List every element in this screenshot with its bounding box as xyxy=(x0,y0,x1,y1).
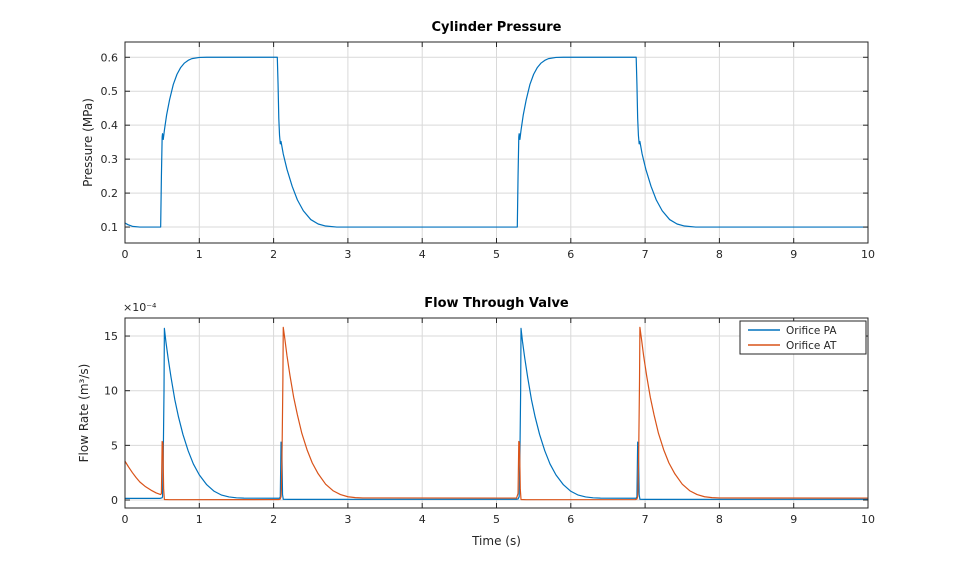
y-tick-label: 0.5 xyxy=(101,85,119,98)
x-tick-label: 5 xyxy=(493,513,500,526)
x-tick-label: 10 xyxy=(861,248,875,261)
x-tick-label: 2 xyxy=(270,248,277,261)
y-tick-label: 0.6 xyxy=(101,51,119,64)
x-tick-label: 0 xyxy=(122,513,129,526)
x-tick-label: 0 xyxy=(122,248,129,261)
x-tick-label: 5 xyxy=(493,248,500,261)
x-tick-label: 4 xyxy=(419,248,426,261)
x-axis-label: Time (s) xyxy=(471,534,521,548)
series-line-pressure xyxy=(124,56,869,228)
legend-box xyxy=(739,320,867,355)
x-tick-label: 1 xyxy=(196,248,203,261)
legend-entry-label: Orifice AT xyxy=(786,340,837,352)
legend-entry-label: Orifice PA xyxy=(786,325,837,337)
series-line-orifice-pa xyxy=(124,327,869,500)
x-tick-label: 1 xyxy=(196,513,203,526)
y-tick-label: 5 xyxy=(111,439,118,452)
y-tick-label: 0.1 xyxy=(101,221,119,234)
chart-title: Cylinder Pressure xyxy=(432,20,562,35)
series-line-orifice-at xyxy=(124,326,869,501)
x-tick-label: 4 xyxy=(419,513,426,526)
x-tick-label: 3 xyxy=(344,513,351,526)
x-tick-label: 6 xyxy=(567,248,574,261)
y-axis-multiplier: ×10⁻⁴ xyxy=(123,301,157,314)
y-tick-label: 0.3 xyxy=(101,153,119,166)
y-axis-label: Flow Rate (m³/s) xyxy=(77,364,91,463)
x-tick-label: 3 xyxy=(344,248,351,261)
legend: Orifice PA Orifice AT xyxy=(739,320,867,355)
y-tick-label: 15 xyxy=(104,330,118,343)
x-tick-label: 10 xyxy=(861,513,875,526)
x-tick-label: 7 xyxy=(642,248,649,261)
x-tick-label: 9 xyxy=(790,513,797,526)
chart-title: Flow Through Valve xyxy=(424,296,569,311)
x-tick-label: 2 xyxy=(270,513,277,526)
y-tick-label: 0.2 xyxy=(101,187,119,200)
y-tick-label: 0 xyxy=(111,494,118,507)
y-tick-label: 0.4 xyxy=(101,119,119,132)
chart-flow-through-valve: 0 1 2 3 4 5 6 7 8 9 10 0 5 10 15 Flow Through Valve Flow… xyxy=(77,296,875,548)
x-tick-label: 6 xyxy=(567,513,574,526)
x-tick-label: 7 xyxy=(642,513,649,526)
y-axis-label: Pressure (MPa) xyxy=(81,98,95,187)
x-tick-label: 8 xyxy=(716,248,723,261)
x-tick-label: 9 xyxy=(790,248,797,261)
x-tick-label: 8 xyxy=(716,513,723,526)
chart-cylinder-pressure: 0 1 2 3 4 5 6 7 8 9 10 0.1 0.2 0.3 0.4 0.5 0.6 Cylinder P… xyxy=(81,20,875,261)
y-tick-label: 10 xyxy=(104,385,118,398)
